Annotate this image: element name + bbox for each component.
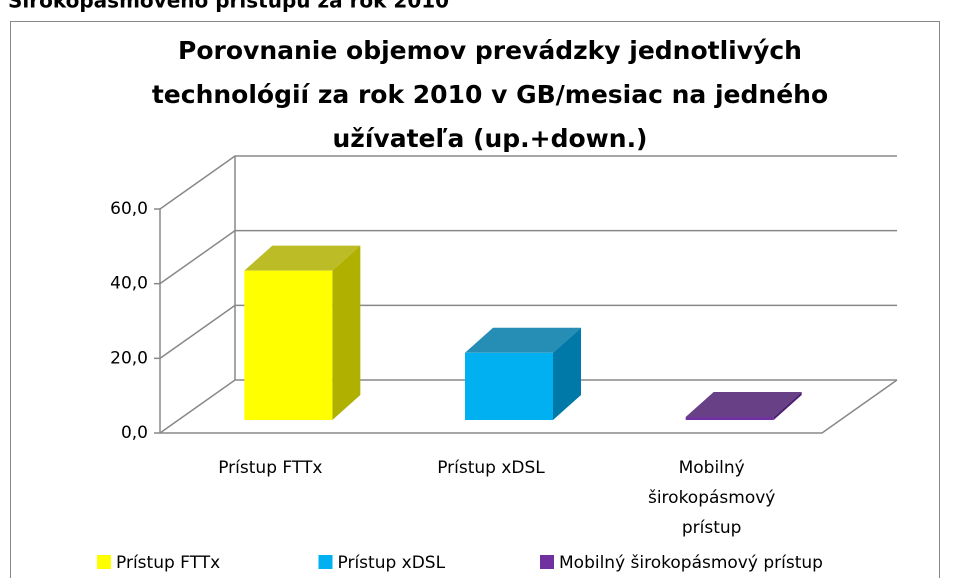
- bar-front: [685, 417, 774, 420]
- grid-line: [159, 304, 897, 359]
- y-tick-label: 60,0: [110, 199, 148, 219]
- bar: [465, 327, 581, 420]
- y-tick-label: 40,0: [110, 274, 148, 294]
- bar-side: [773, 392, 802, 420]
- x-tick-label: Prístup xDSL: [437, 458, 545, 478]
- bar: [685, 392, 802, 420]
- y-tick-label: 20,0: [110, 348, 148, 368]
- bar: [244, 245, 361, 420]
- legend-label: Prístup FTTx: [116, 553, 220, 573]
- legend-label: Prístup xDSL: [338, 553, 446, 573]
- chart-title: technológií za rok 2010 v GB/mesiac na j…: [152, 80, 828, 109]
- legend-label: Mobilný širokopásmový prístup: [559, 553, 823, 573]
- bar-top: [244, 245, 361, 271]
- bar-front: [465, 352, 553, 420]
- bar-top: [685, 392, 802, 418]
- grid-line: [159, 229, 897, 285]
- x-tick-label: Prístup FTTx: [218, 458, 322, 478]
- grid-line: [159, 155, 897, 210]
- bar-front: [244, 270, 333, 420]
- y-tick-label: 0,0: [121, 423, 148, 443]
- floor: [160, 379, 898, 434]
- legend-swatch: [97, 555, 111, 569]
- chart-frame: [10, 21, 940, 582]
- legend-swatch: [540, 555, 554, 569]
- bar-side: [553, 327, 581, 420]
- page-heading: Širokopásmového prístupu za rok 2010: [8, 0, 449, 13]
- chart-title: Porovnanie objemov prevádzky jednotlivýc…: [178, 36, 802, 65]
- legend-swatch: [318, 555, 333, 569]
- bar-side: [332, 245, 361, 420]
- x-tick-label: Mobilný širokopásmový prístup: [648, 458, 775, 538]
- bar-top: [465, 327, 581, 353]
- chart-title: užívateľa (up.+down.): [332, 124, 647, 153]
- grid-line: [159, 379, 897, 434]
